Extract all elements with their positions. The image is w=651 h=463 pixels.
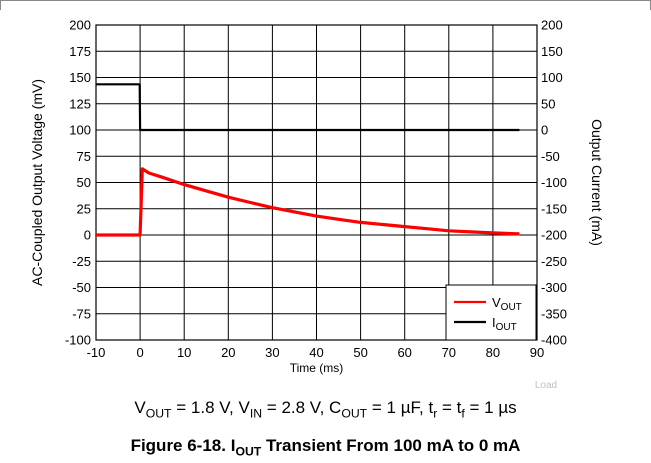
y-right-tick-label: 0: [541, 123, 548, 138]
watermark-text: Load: [535, 380, 557, 391]
cond-tf-value: = 1 µs: [464, 398, 517, 417]
cond-tf-sub: f: [461, 406, 465, 421]
y-left-tick-label: 0: [84, 228, 91, 243]
legend-label-vout: VOUT: [492, 295, 522, 313]
x-tick-label: 0: [136, 345, 143, 360]
caption-prefix: Figure 6-18. I: [130, 436, 236, 455]
y-left-tick-label: 50: [77, 175, 91, 190]
legend-box: [445, 284, 537, 341]
x-tick-label: 50: [353, 345, 367, 360]
y-left-tick-label: 125: [69, 96, 91, 111]
x-tick-label: 20: [221, 345, 235, 360]
y-right-tick-label: 50: [541, 96, 555, 111]
x-tick-label: 90: [530, 345, 544, 360]
cond-vin-value: = 2.8 V,: [262, 398, 330, 417]
x-tick-label: 60: [397, 345, 411, 360]
caption-suffix: Transient From 100 mA to 0 mA: [261, 436, 521, 455]
cond-tr-symbol: t: [428, 398, 434, 417]
y-right-tick-label: -200: [541, 228, 567, 243]
y-left-tick-label: 25: [77, 201, 91, 216]
series-line-vout: [96, 167, 520, 237]
y-right-tick-label: -250: [541, 254, 567, 269]
y-right-tick-label: 200: [541, 18, 563, 33]
x-tick-label: -10: [87, 345, 106, 360]
legend-label-iout: IOUT: [492, 315, 517, 333]
y-left-tick-label: -100: [65, 333, 91, 348]
plot-area-border: [95, 24, 538, 341]
y-right-tick-label: -400: [541, 333, 567, 348]
transient-chart: -10 0 10 20 30 40 50 60 70 80 90200175150125100755…: [29, 18, 605, 392]
y-right-tick-label: -350: [541, 306, 567, 321]
series-line-iout: [96, 83, 520, 132]
x-tick-label: 30: [265, 345, 279, 360]
y-left-tick-label: 100: [69, 123, 91, 138]
y-right-tick-label: 100: [541, 70, 563, 85]
y-left-tick-label: -50: [72, 280, 91, 295]
cond-vout-sub: OUT: [145, 406, 172, 421]
y-right-tick-label: -50: [541, 149, 560, 164]
y-left-tick-label: -25: [72, 254, 91, 269]
cond-cout-sub: OUT: [341, 406, 368, 421]
figure-caption: Figure 6-18. IOUT Transient From 100 mA …: [0, 436, 651, 458]
y-left-tick-label: -75: [72, 306, 91, 321]
cond-vout-symbol: V: [134, 398, 146, 417]
cond-tr-value: =: [437, 398, 457, 417]
cond-cout-symbol: C: [329, 398, 342, 417]
y-left-axis-label: AC-Coupled Output Voltage (mV): [29, 79, 45, 286]
y-left-tick-label: 175: [69, 44, 91, 59]
x-tick-label: 10: [177, 345, 191, 360]
y-left-tick-label: 200: [69, 18, 91, 33]
x-axis-label: Time (ms): [290, 361, 344, 375]
cond-cout-value: = 1 µF,: [367, 398, 429, 417]
y-right-axis-label: Output Current (mA): [589, 119, 605, 246]
caption-sub: OUT: [235, 444, 262, 459]
cond-tr-sub: r: [433, 406, 438, 421]
y-left-tick-label: 150: [69, 70, 91, 85]
cond-vin-sub: IN: [249, 406, 263, 421]
test-conditions: VOUT = 1.8 V, VIN = 2.8 V, COUT = 1 µF, …: [0, 398, 651, 420]
x-tick-label: 80: [486, 345, 500, 360]
cond-vin-symbol: V: [238, 398, 250, 417]
y-right-tick-label: -100: [541, 175, 567, 190]
y-right-tick-label: -150: [541, 201, 567, 216]
y-right-tick-label: 150: [541, 44, 563, 59]
y-right-tick-label: -300: [541, 280, 567, 295]
x-tick-label: 40: [309, 345, 323, 360]
cond-tf-symbol: t: [456, 398, 462, 417]
y-left-tick-label: 75: [77, 149, 91, 164]
cond-vout-value: = 1.8 V,: [171, 398, 239, 417]
x-tick-label: 70: [442, 345, 456, 360]
